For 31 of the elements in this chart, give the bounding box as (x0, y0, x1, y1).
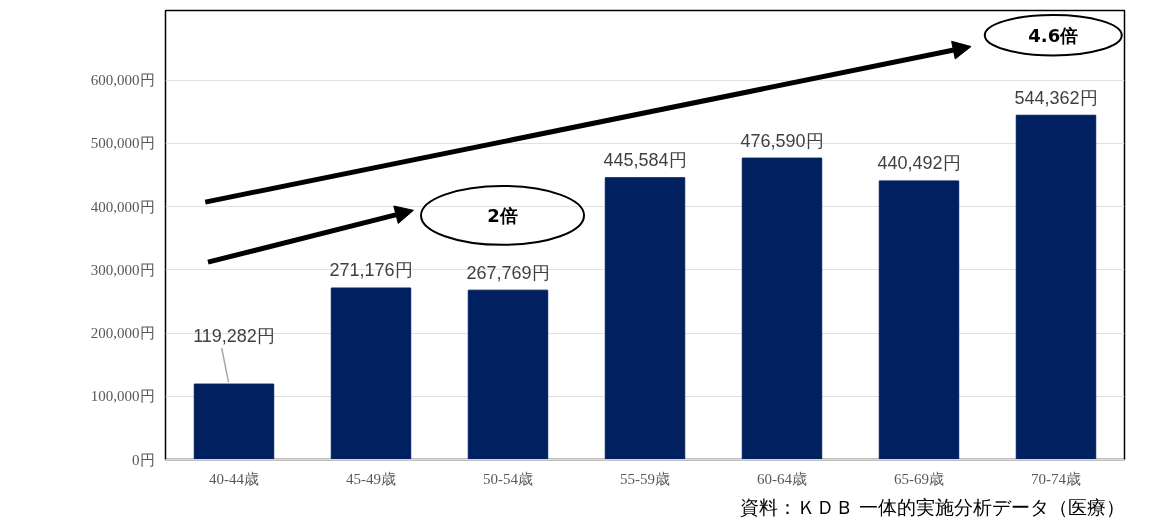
data-label: 119,282円 (193, 326, 275, 347)
y-tick-label: 200,000円 (90, 325, 155, 342)
data-label: 544,362円 (1014, 87, 1098, 108)
data-label: 445,584円 (603, 150, 687, 171)
x-tick-label: 50-54歳 (483, 470, 533, 487)
annotation: 2倍 (487, 204, 518, 226)
y-tick-label: 400,000円 (90, 198, 155, 215)
y-tick-label: 600,000円 (90, 72, 155, 89)
data-label: 271,176円 (329, 260, 413, 281)
x-tick-label: 60-64歳 (757, 470, 807, 487)
bar (330, 287, 412, 460)
bar (604, 177, 686, 460)
y-tick-label: 300,000円 (90, 261, 155, 278)
bar (741, 157, 823, 460)
x-tick-label: 40-44歳 (209, 470, 259, 487)
data-label: 267,769円 (466, 262, 550, 283)
x-tick-label: 65-69歳 (894, 470, 944, 487)
bar (1015, 114, 1097, 460)
x-tick-label: 45-49歳 (346, 470, 396, 487)
y-tick-label: 500,000円 (90, 135, 155, 152)
data-label: 440,492円 (877, 153, 961, 174)
y-tick-label: 0円 (132, 451, 155, 468)
x-tick-label: 55-59歳 (620, 470, 670, 487)
annotation: 4.6倍 (1028, 24, 1079, 46)
bar (467, 289, 549, 460)
bar (878, 180, 960, 460)
y-tick-label: 100,000円 (90, 388, 155, 405)
data-label: 476,590円 (740, 130, 824, 151)
x-tick-label: 70-74歳 (1031, 470, 1081, 487)
bar (193, 383, 275, 460)
text: 資料：ＫＤＢ 一体的実施分析データ（医療） (739, 496, 1125, 518)
